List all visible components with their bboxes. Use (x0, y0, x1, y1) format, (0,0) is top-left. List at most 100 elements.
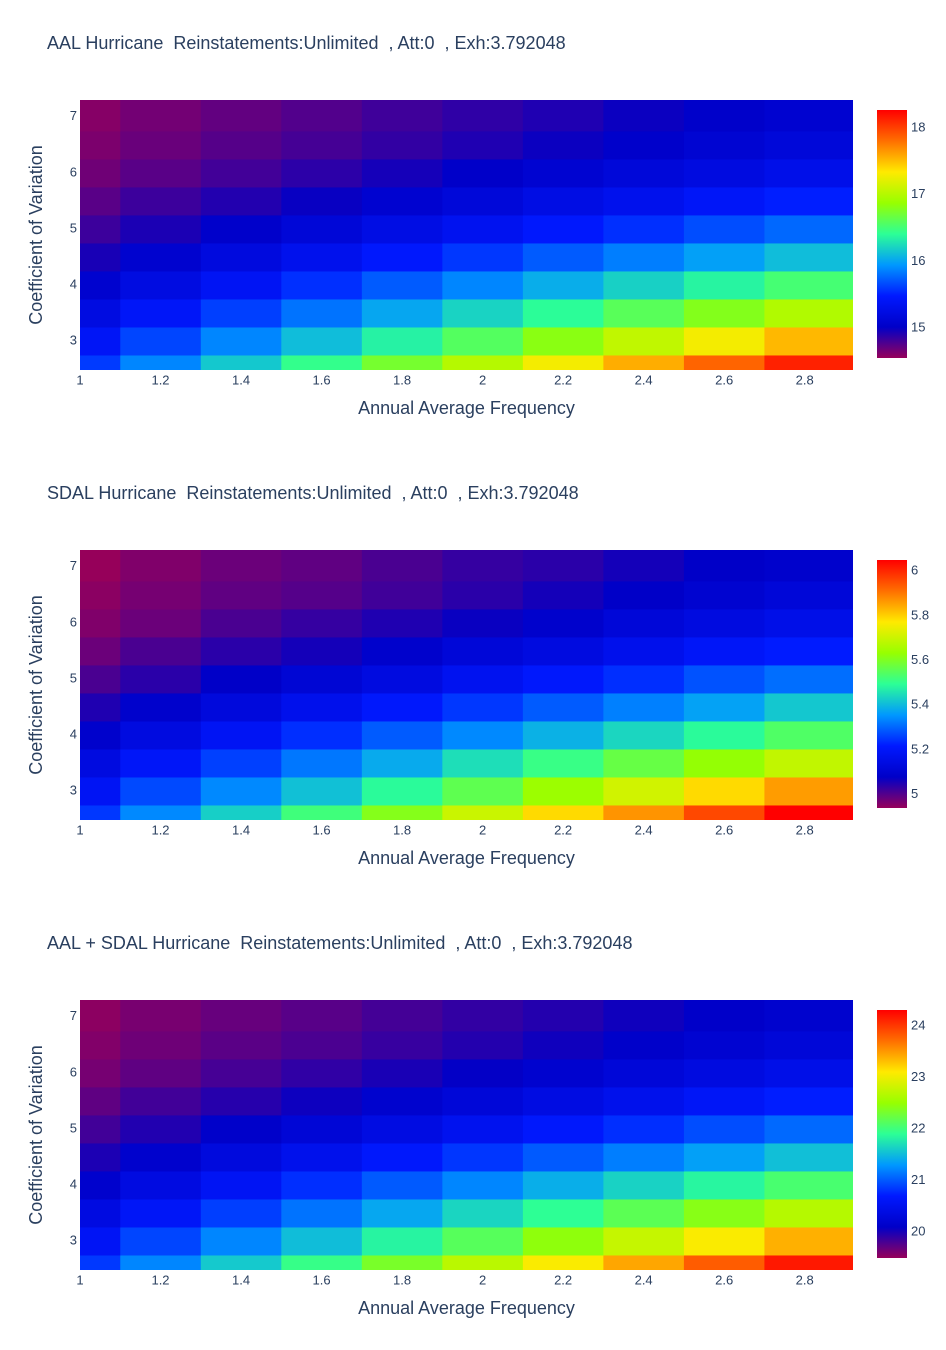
heatmap-cell (361, 748, 443, 778)
heatmap-cell (764, 326, 853, 356)
y-tick-label: 6 (70, 164, 77, 179)
heatmap-cell (281, 1226, 363, 1256)
heatmap-cell (764, 214, 853, 244)
heatmap-cell (200, 804, 282, 820)
heatmap-cell (442, 608, 524, 638)
heatmap-cell (442, 242, 524, 272)
heatmap-cell (120, 1086, 202, 1116)
heatmap-cell (200, 692, 282, 722)
y-tick-label: 4 (70, 276, 77, 291)
heatmap-cell (442, 550, 524, 582)
heatmap-cell (281, 186, 363, 216)
heatmap-cell (361, 1198, 443, 1228)
heatmap-cell (603, 354, 685, 370)
heatmap-cell (764, 748, 853, 778)
heatmap-cell (683, 1058, 766, 1088)
heatmap-cell (361, 130, 443, 160)
heatmap-cell (683, 270, 766, 300)
heatmap-cell (522, 636, 604, 666)
heatmap-cell (683, 354, 766, 370)
heatmap-cell (120, 692, 202, 722)
heatmap-cell (80, 1058, 121, 1088)
x-tick-label: 2 (479, 372, 486, 387)
heatmap-cell (522, 270, 604, 300)
colorbar-tick-label: 15 (911, 319, 925, 334)
heatmap-cell (764, 1226, 853, 1256)
heatmap-cell (281, 298, 363, 328)
heatmap-cell (200, 326, 282, 356)
heatmap-cell (361, 326, 443, 356)
heatmap-cell (764, 608, 853, 638)
heatmap-cell (120, 1254, 202, 1270)
x-tick-label: 1.6 (313, 372, 331, 387)
heatmap-cell (442, 214, 524, 244)
heatmap-cell (603, 214, 685, 244)
heatmap-cell (683, 130, 766, 160)
heatmap-cell (603, 636, 685, 666)
x-tick-label: 1.2 (151, 1272, 169, 1287)
heatmap-cell (120, 1000, 202, 1032)
heatmap-cell (80, 550, 121, 582)
heatmap-cell (120, 1030, 202, 1060)
x-tick-label: 1.4 (232, 1272, 250, 1287)
heatmap-cell (764, 270, 853, 300)
y-tick-label: 7 (70, 108, 77, 123)
heatmap-cell (361, 270, 443, 300)
heatmap-cell (603, 1030, 685, 1060)
y-tick-label: 5 (70, 670, 77, 685)
heatmap-cell (764, 158, 853, 188)
heatmap-cell (80, 214, 121, 244)
heatmap-cell (120, 608, 202, 638)
x-tick-label: 2.6 (715, 1272, 733, 1287)
heatmap-cell (683, 720, 766, 750)
heatmap-cell (200, 1086, 282, 1116)
heatmap-cell (361, 776, 443, 806)
heatmap-cell (522, 664, 604, 694)
heatmap-cell (120, 214, 202, 244)
heatmap-cell (281, 550, 363, 582)
heatmap-cell (603, 270, 685, 300)
heatmap-cell (80, 1226, 121, 1256)
heatmap-cell (281, 1142, 363, 1172)
heatmap-cell (281, 354, 363, 370)
heatmap-cell (603, 1114, 685, 1144)
x-tick-label: 2.2 (554, 1272, 572, 1287)
heatmap (80, 1000, 853, 1270)
heatmap-cell (603, 1058, 685, 1088)
heatmap-cell (683, 580, 766, 610)
heatmap-cell (80, 1114, 121, 1144)
heatmap-cell (120, 1114, 202, 1144)
heatmap-cell (442, 1030, 524, 1060)
heatmap-cell (80, 748, 121, 778)
heatmap-cell (603, 1086, 685, 1116)
heatmap-cell (361, 720, 443, 750)
heatmap-cell (120, 1170, 202, 1200)
heatmap-cell (603, 1170, 685, 1200)
heatmap-cell (281, 636, 363, 666)
heatmap-cell (522, 1030, 604, 1060)
heatmap-cell (522, 1226, 604, 1256)
colorbar-tick-label: 5.8 (911, 607, 929, 622)
x-tick-label: 2.6 (715, 822, 733, 837)
heatmap-cell (764, 354, 853, 370)
heatmap-cell (603, 326, 685, 356)
x-axis-title: Annual Average Frequency (358, 398, 575, 418)
heatmap-cell (120, 130, 202, 160)
colorbar-tick-label: 5.2 (911, 741, 929, 756)
x-axis-title: Annual Average Frequency (358, 1298, 575, 1318)
heatmap (80, 100, 853, 370)
heatmap-cell (281, 158, 363, 188)
heatmap-cell (80, 1142, 121, 1172)
colorbar-tick-label: 18 (911, 119, 925, 134)
x-tick-label: 1 (76, 1272, 83, 1287)
y-tick-label: 7 (70, 558, 77, 573)
heatmap-cell (361, 1114, 443, 1144)
heatmap-cell (764, 1058, 853, 1088)
x-tick-label: 1.8 (393, 1272, 411, 1287)
heatmap-cell (200, 1114, 282, 1144)
heatmap-cell (603, 608, 685, 638)
x-tick-label: 2.8 (796, 372, 814, 387)
heatmap-cell (80, 158, 121, 188)
heatmap-cell (281, 1114, 363, 1144)
heatmap-cell (683, 186, 766, 216)
